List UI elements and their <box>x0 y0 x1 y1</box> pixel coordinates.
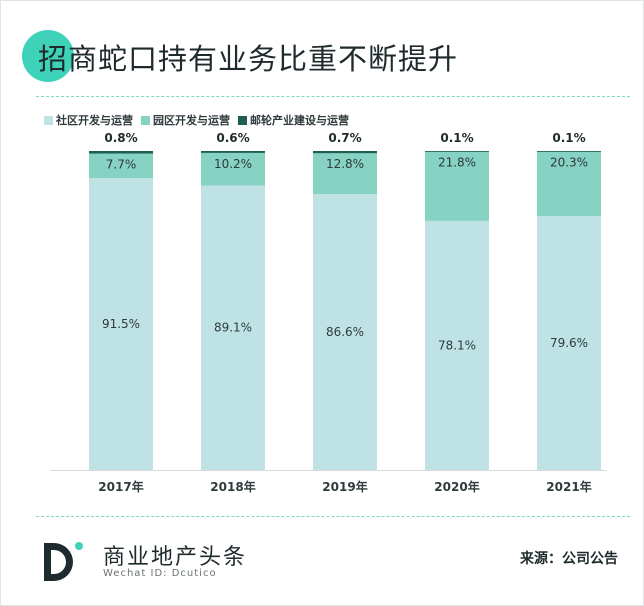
brand-name: 商业地产头条 <box>103 545 248 570</box>
x-tick-label-2018年: 2018年 <box>210 479 255 494</box>
data-label-series-1-2018年: 89.1% <box>214 321 252 335</box>
page-title: 招商蛇口持有业务比重不断提升 <box>38 42 459 76</box>
title-accent-dot <box>22 30 74 82</box>
bar-segment-series-3-2019年 <box>313 151 377 154</box>
x-tick-label-2019年: 2019年 <box>322 479 367 494</box>
legend-item-series-3: 邮轮产业建设与运营 <box>238 112 349 128</box>
data-label-series-2-2019年: 12.8% <box>326 157 364 171</box>
bar-segment-series-3-2021年 <box>537 151 601 152</box>
bar-segment-series-3-2020年 <box>425 151 489 152</box>
bar-segment-series-2-2020年 <box>425 151 489 221</box>
source-note: 来源：公司公告 <box>520 551 618 567</box>
data-label-series-1-2017年: 91.5% <box>102 317 140 331</box>
legend-item-series-2: 园区开发与运营 <box>141 112 230 128</box>
bar-segment-series-1-2018年 <box>201 185 265 470</box>
bar-segment-series-1-2020年 <box>425 220 489 470</box>
data-label-series-1-2021年: 79.6% <box>550 336 588 350</box>
bar-segment-series-1-2021年 <box>537 216 601 470</box>
legend-label-series-1: 社区开发与运营 <box>56 114 133 127</box>
stacked-bar-chart: 91.5% 7.7% 0.8% 2017年 89.1% 10.2% 0.6% 2018年 86.… <box>50 131 606 494</box>
title-divider <box>36 96 630 97</box>
bar-segment-series-2-2019年 <box>313 153 377 195</box>
legend-label-series-3: 邮轮产业建设与运营 <box>250 114 349 127</box>
bar-segment-series-2-2021年 <box>537 151 601 217</box>
bar-segment-series-3-2017年 <box>89 151 153 154</box>
x-tick-label-2017年: 2017年 <box>98 479 143 494</box>
footer-divider <box>36 516 630 517</box>
data-label-series-3-2017年: 0.8% <box>104 131 137 145</box>
bar-segment-series-2-2017年 <box>89 153 153 179</box>
bar-segment-series-1-2019年 <box>313 194 377 470</box>
data-label-series-2-2018年: 10.2% <box>214 157 252 171</box>
legend-swatch-series-2 <box>141 115 150 125</box>
data-label-series-3-2018年: 0.6% <box>216 131 249 145</box>
legend-swatch-series-3 <box>238 115 247 125</box>
brand-logo-icon <box>44 542 83 581</box>
bar-segment-series-1-2017年 <box>89 178 153 471</box>
data-label-series-1-2020年: 78.1% <box>438 338 476 352</box>
data-label-series-3-2019年: 0.7% <box>328 131 361 145</box>
data-label-series-3-2020年: 0.1% <box>440 131 473 145</box>
bar-segment-series-2-2018年 <box>201 152 265 186</box>
data-label-series-3-2021年: 0.1% <box>552 131 585 145</box>
data-label-series-2-2017年: 7.7% <box>106 158 137 172</box>
chart-legend: 社区开发与运营 园区开发与运营 邮轮产业建设与运营 <box>44 112 349 128</box>
legend-swatch-series-1 <box>44 115 53 125</box>
x-tick-label-2021年: 2021年 <box>546 479 591 494</box>
legend-label-series-2: 园区开发与运营 <box>153 114 230 127</box>
x-tick-label-2020年: 2020年 <box>434 479 479 494</box>
data-label-series-2-2020年: 21.8% <box>438 155 476 169</box>
brand-wechat-id: Wechat ID: Dcutico <box>103 568 217 579</box>
data-label-series-2-2021年: 20.3% <box>550 155 588 169</box>
data-label-series-1-2019年: 86.6% <box>326 325 364 339</box>
bar-segment-series-3-2018年 <box>201 151 265 153</box>
legend-item-series-1: 社区开发与运营 <box>44 112 133 128</box>
